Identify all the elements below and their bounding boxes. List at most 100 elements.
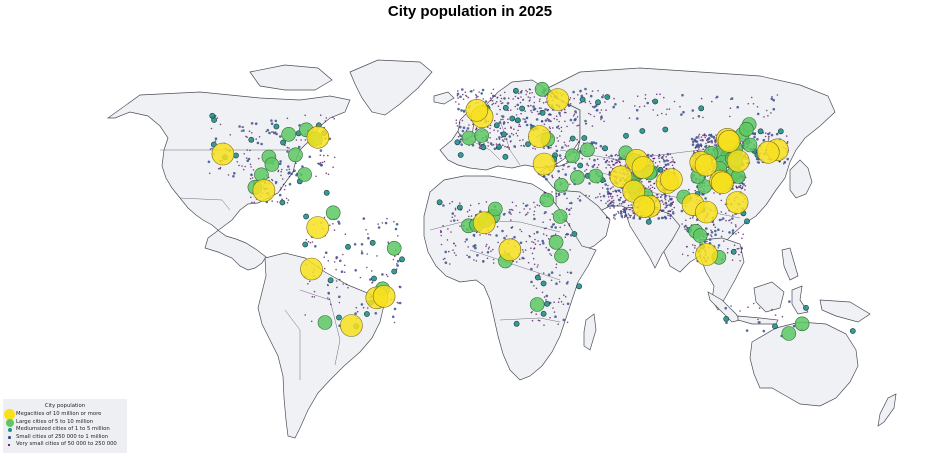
small-city-marker	[319, 149, 323, 152]
very-small-city-marker	[608, 217, 610, 220]
very-small-city-marker	[505, 235, 508, 237]
medium-city-marker	[209, 112, 216, 119]
very-small-city-marker	[485, 201, 488, 203]
very-small-city-marker	[282, 183, 285, 186]
very-small-city-marker	[458, 121, 461, 124]
very-small-city-marker	[556, 195, 558, 198]
very-small-city-marker	[304, 314, 307, 316]
very-small-city-marker	[551, 174, 553, 177]
very-small-city-marker	[569, 183, 571, 186]
small-city-marker	[592, 141, 596, 144]
megacity-marker	[498, 238, 522, 262]
very-small-city-marker	[542, 272, 545, 274]
very-small-city-marker	[613, 207, 615, 209]
very-small-city-marker	[534, 148, 536, 150]
small-city-marker	[636, 117, 639, 120]
very-small-city-marker	[628, 117, 631, 119]
very-small-city-marker	[518, 125, 520, 127]
very-small-city-marker	[361, 250, 363, 252]
very-small-city-marker	[656, 114, 659, 116]
very-small-city-marker	[664, 197, 666, 199]
megacity-marker	[252, 179, 276, 202]
very-small-city-marker	[450, 220, 452, 222]
small-city-marker	[525, 123, 529, 127]
very-small-city-marker	[576, 125, 578, 127]
very-small-city-marker	[572, 115, 575, 117]
very-small-city-marker	[684, 228, 686, 230]
landmass-south-america	[257, 252, 385, 439]
small-city-marker	[444, 261, 448, 265]
legend-label-very-small: Very small cities of 50 000 to 250 000	[16, 441, 117, 448]
very-small-city-marker	[449, 263, 451, 265]
very-small-city-marker	[477, 95, 479, 98]
very-small-city-marker	[490, 250, 492, 252]
very-small-city-marker	[504, 127, 506, 130]
very-small-city-marker	[652, 160, 654, 162]
very-small-city-marker	[506, 133, 509, 135]
very-small-city-marker	[549, 253, 551, 255]
very-small-city-marker	[733, 244, 736, 246]
very-small-city-marker	[566, 160, 568, 163]
very-small-city-marker	[533, 247, 536, 249]
large-city-marker	[554, 248, 569, 264]
small-city-marker	[792, 324, 796, 328]
small-city-marker	[503, 97, 506, 100]
very-small-city-marker	[686, 245, 688, 248]
very-small-city-marker	[359, 276, 362, 279]
very-small-city-marker	[556, 137, 558, 139]
very-small-city-marker	[560, 300, 563, 303]
very-small-city-marker	[569, 97, 572, 99]
very-small-city-marker	[309, 241, 312, 244]
very-small-city-marker	[569, 103, 572, 105]
small-city-marker	[508, 135, 512, 138]
very-small-city-marker	[539, 243, 541, 246]
legend-symbol-large	[5, 418, 14, 427]
very-small-city-marker	[251, 177, 254, 179]
megacity-marker	[660, 168, 683, 191]
very-small-city-marker	[534, 206, 536, 208]
small-city-marker	[242, 129, 245, 132]
very-small-city-marker	[665, 168, 667, 170]
very-small-city-marker	[744, 185, 747, 187]
megacity-marker	[631, 156, 655, 179]
very-small-city-marker	[741, 186, 744, 188]
very-small-city-marker	[765, 109, 768, 112]
small-city-marker	[770, 97, 774, 101]
small-city-marker	[279, 160, 282, 163]
small-city-marker	[664, 216, 668, 220]
very-small-city-marker	[740, 187, 743, 190]
very-small-city-marker	[286, 117, 289, 120]
very-small-city-marker	[587, 164, 590, 167]
very-small-city-marker	[654, 162, 657, 164]
very-small-city-marker	[347, 286, 349, 289]
small-city-marker	[610, 200, 614, 204]
very-small-city-marker	[588, 158, 591, 160]
very-small-city-marker	[663, 166, 666, 168]
small-city-marker	[293, 169, 296, 172]
very-small-city-marker	[489, 127, 491, 130]
very-small-city-marker	[752, 302, 755, 305]
very-small-city-marker	[572, 122, 574, 124]
very-small-city-marker	[549, 316, 551, 319]
small-city-marker	[550, 271, 554, 274]
very-small-city-marker	[467, 246, 470, 248]
small-city-marker	[482, 260, 485, 263]
very-small-city-marker	[520, 230, 523, 233]
very-small-city-marker	[533, 263, 536, 266]
small-city-marker	[384, 221, 388, 225]
very-small-city-marker	[520, 96, 522, 98]
very-small-city-marker	[657, 165, 659, 167]
small-city-marker	[762, 138, 766, 142]
very-small-city-marker	[543, 324, 545, 327]
small-city-marker	[708, 238, 712, 241]
small-city-marker	[320, 163, 323, 167]
very-small-city-marker	[394, 255, 396, 258]
very-small-city-marker	[522, 118, 524, 120]
very-small-city-marker	[723, 240, 725, 242]
very-small-city-marker	[467, 96, 470, 99]
very-small-city-marker	[616, 204, 619, 207]
very-small-city-marker	[616, 159, 619, 162]
very-small-city-marker	[739, 184, 742, 187]
very-small-city-marker	[556, 164, 558, 167]
small-city-marker	[725, 321, 728, 325]
